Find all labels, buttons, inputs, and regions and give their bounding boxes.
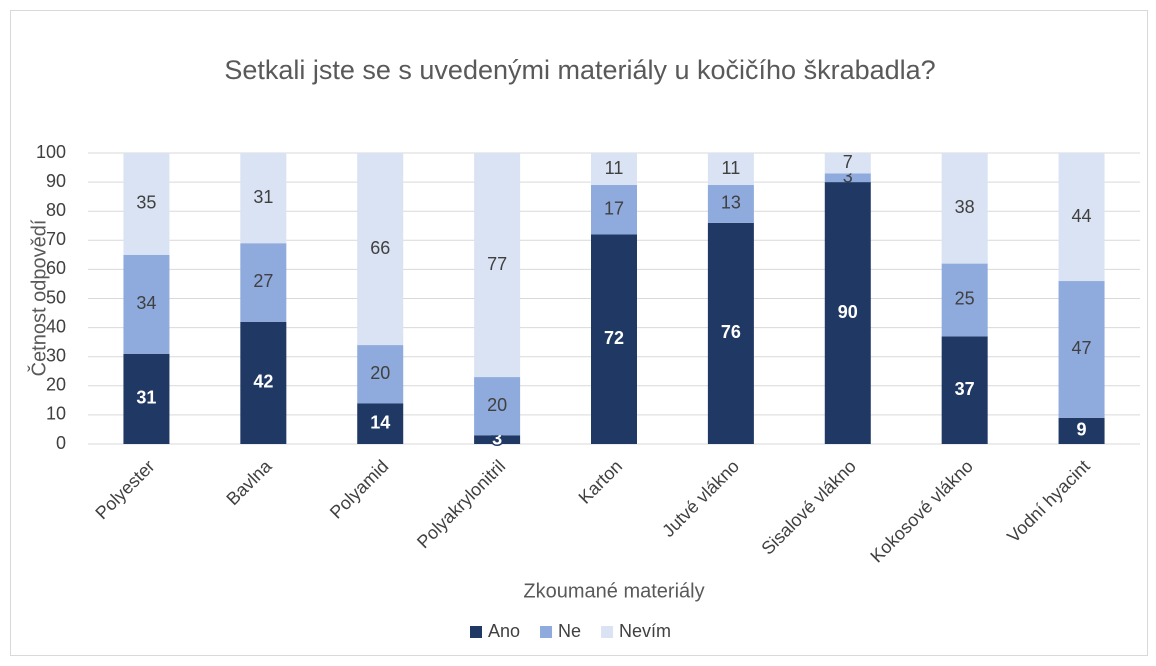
data-label: 42: [253, 372, 273, 392]
bar-segment: [824, 182, 871, 444]
data-label: 3: [843, 166, 853, 186]
bar-segment: [357, 153, 404, 346]
chart-title: Setkali jste se s uvedenými materiály u …: [224, 55, 935, 85]
data-label: 44: [1072, 206, 1092, 226]
y-tick-label: 70: [46, 229, 66, 249]
bar-segment: [1058, 153, 1105, 282]
bar-segment: [824, 153, 871, 174]
data-label: 27: [253, 271, 273, 291]
bar-segment: [240, 153, 287, 244]
bar-segment: [591, 185, 637, 235]
data-label: 25: [955, 289, 975, 309]
bar-segment: [941, 336, 988, 444]
y-tick-label: 40: [46, 316, 66, 336]
bar-segment: [474, 435, 521, 444]
bar-segment: [123, 353, 170, 444]
bar-segment: [123, 254, 170, 354]
data-label: 35: [136, 193, 156, 213]
data-label: 66: [370, 238, 390, 258]
data-label: 76: [721, 322, 741, 342]
legend-swatch: [470, 626, 482, 638]
y-tick-label: 50: [46, 287, 66, 307]
data-label: 17: [604, 198, 624, 218]
data-label: 11: [605, 158, 624, 178]
data-label: 7: [843, 152, 853, 172]
bar-segment: [824, 173, 871, 183]
data-label: 77: [487, 254, 507, 274]
y-tick-label: 100: [36, 142, 66, 162]
data-label: 9: [1077, 420, 1087, 440]
bar-segment: [707, 185, 754, 223]
bar-segment: [941, 153, 988, 264]
data-label: 47: [1072, 338, 1092, 358]
y-tick-label: 0: [56, 433, 66, 453]
bar-segment: [591, 234, 637, 444]
data-label: 13: [721, 193, 741, 213]
data-label: 31: [253, 187, 273, 207]
legend-label: Nevím: [619, 621, 671, 641]
data-label: 31: [136, 388, 156, 408]
y-axis-label: Četnost odpovědí: [27, 219, 50, 376]
legend-swatch: [601, 626, 614, 638]
data-label: 20: [370, 363, 390, 383]
bar-segment: [941, 263, 988, 337]
data-label: 90: [838, 302, 858, 322]
y-tick-label: 80: [46, 200, 66, 220]
legend-label: Ano: [488, 621, 520, 641]
bar-segment: [1058, 281, 1105, 418]
y-tick-label: 10: [46, 404, 66, 424]
bar-segment: [240, 243, 287, 322]
y-tick-label: 60: [46, 258, 66, 278]
bar-segment: [707, 222, 754, 444]
bar-segment: [357, 403, 404, 444]
data-label: 72: [604, 328, 624, 348]
y-tick-label: 20: [46, 375, 66, 395]
legend-label: Ne: [558, 621, 581, 641]
bar-segment: [707, 153, 754, 186]
bar-segment: [474, 377, 521, 436]
data-label: 34: [136, 293, 156, 313]
y-tick-label: 30: [46, 345, 66, 365]
data-label: 37: [955, 379, 975, 399]
y-tick-label: 90: [46, 171, 66, 191]
bar-segment: [591, 153, 637, 186]
bar-segment: [123, 153, 170, 255]
legend-swatch: [540, 626, 553, 638]
bar-segment: [357, 345, 404, 404]
bar-segment: [240, 321, 287, 444]
data-label: 38: [955, 197, 975, 217]
x-axis-label: Zkoumané materiály: [523, 580, 704, 602]
data-label: 14: [370, 412, 390, 432]
bar-segment: [1058, 417, 1105, 444]
data-label: 20: [487, 395, 507, 415]
bar-segment: [474, 153, 521, 378]
data-label: 11: [722, 158, 741, 178]
